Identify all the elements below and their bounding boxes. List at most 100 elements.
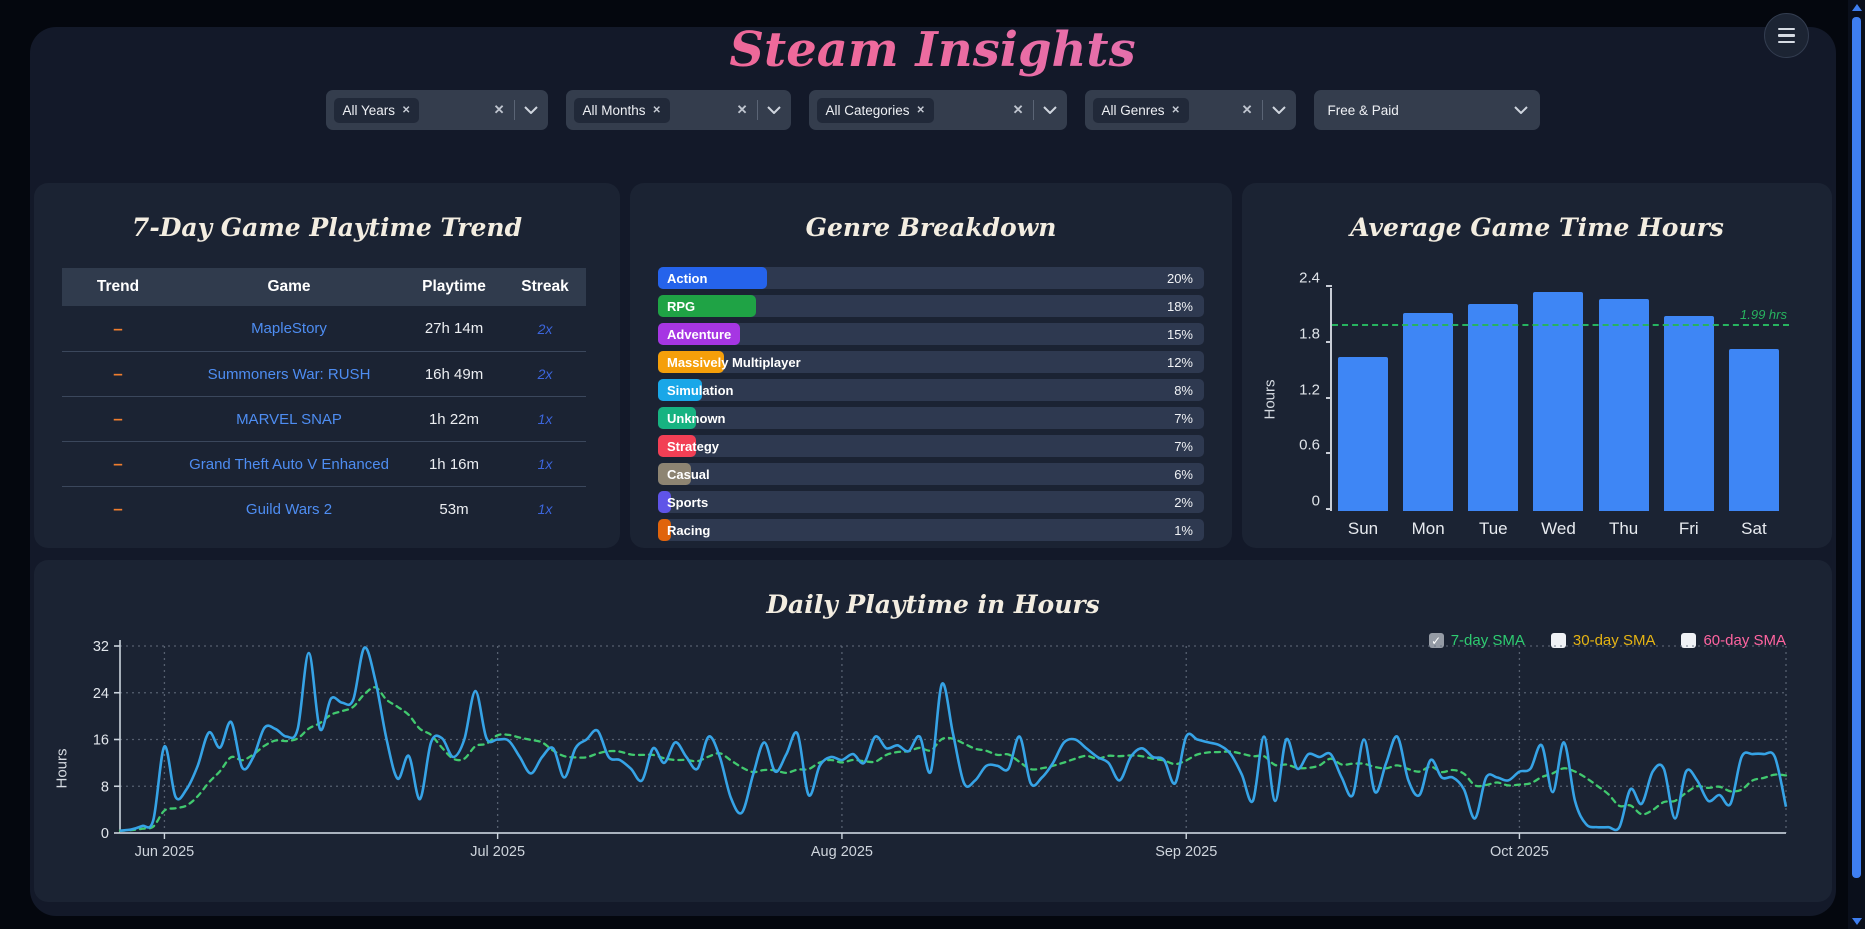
streak-value: 2x — [537, 366, 553, 382]
bar-slot-mon: Mon — [1403, 288, 1454, 538]
game-link[interactable]: Grand Theft Auto V Enhanced — [189, 455, 389, 473]
genre-bar-simulation: Simulation 8% — [658, 379, 1204, 401]
genre-label: Unknown — [667, 410, 726, 426]
divider — [513, 100, 515, 120]
y-tick-label: 2.4 — [1299, 269, 1320, 287]
scrollbar-thumb[interactable] — [1852, 17, 1861, 878]
x-tick-label: Sat — [1741, 519, 1767, 538]
y-tick-label: 0.6 — [1299, 436, 1320, 454]
column-header-playtime: Playtime — [422, 278, 486, 295]
checked-checkbox[interactable]: ✓ — [1428, 633, 1444, 648]
trend-flat-icon: – — [113, 409, 123, 428]
svg-text:Sep 2025: Sep 2025 — [1155, 844, 1217, 860]
genre-bar-fill — [658, 463, 691, 485]
genre-percent: 7% — [1174, 410, 1193, 426]
genre-percent: 12% — [1166, 354, 1193, 370]
playtime-value: 1h 16m — [428, 455, 480, 473]
legend-item-7-day-sma[interactable]: ✓ 7-day SMA — [1428, 632, 1525, 649]
genre-label: Racing — [667, 522, 711, 538]
filter-multiselect-all-genres[interactable]: All Genres ✕ ✕ — [1084, 90, 1296, 130]
legend-item-30-day-sma[interactable]: 30-day SMA — [1550, 632, 1656, 649]
avg-panel-title: Average Game Time Hours — [1350, 213, 1724, 242]
daily-line-chart: 0 8 16 24 32 Jun 2025 Jul 2025 Aug 2025 Sep 2025… — [93, 639, 1788, 860]
genre-bar-adventure: Adventure 15% — [658, 323, 1204, 345]
bar — [1728, 349, 1779, 511]
trend-flat-icon: – — [113, 318, 123, 338]
genre-bar-casual: Casual 6% — [658, 463, 1204, 485]
unchecked-checkbox[interactable] — [1681, 633, 1697, 648]
genre-bar-unknown: Unknown 7% — [658, 407, 1204, 429]
genre-label: Adventure — [667, 326, 732, 342]
avg-bar-chart: 0 0.6 1.2 1.8 2.4 Sun Mon Tue Wed Thu Fri Sat 1.99 h… — [1299, 270, 1789, 538]
chip-remove-icon[interactable]: ✕ — [916, 104, 925, 116]
genre-label: Sports — [667, 494, 709, 510]
legend-label: 7-day SMA — [1450, 632, 1525, 649]
svg-text:0: 0 — [101, 826, 109, 842]
game-link[interactable]: Summoners War: RUSH — [207, 365, 371, 383]
trend-flat-icon: – — [113, 364, 123, 383]
chip-remove-icon[interactable]: ✕ — [652, 104, 661, 116]
filter-multiselect-all-categories[interactable]: All Categories ✕ ✕ — [808, 90, 1067, 130]
trend-table-body: – MapleStory 27h 14m 2x – Summoners War: RUSH… — [62, 306, 586, 531]
divider — [1261, 100, 1263, 120]
filter-chip[interactable]: All Years ✕ — [333, 97, 420, 123]
genre-percent: 2% — [1174, 494, 1193, 510]
genre-percent: 18% — [1166, 298, 1193, 314]
filter-chip[interactable]: All Months ✕ — [573, 97, 670, 123]
column-header-streak: Streak — [521, 278, 569, 295]
game-link[interactable]: Guild Wars 2 — [245, 500, 333, 518]
filter-chip[interactable]: All Categories ✕ — [816, 97, 934, 123]
table-row: – Grand Theft Auto V Enhanced 1h 16m 1x — [62, 441, 586, 486]
daily-panel-title: Daily Playtime in Hours — [766, 590, 1100, 619]
scroll-down-arrow-icon[interactable] — [1852, 918, 1862, 925]
game-link[interactable]: MARVEL SNAP — [236, 410, 342, 428]
clear-icon[interactable]: ✕ — [1012, 102, 1024, 117]
price-filter-select[interactable]: Free & Paid — [1313, 90, 1540, 130]
clear-icon[interactable]: ✕ — [1241, 102, 1253, 117]
streak-value: 2x — [537, 320, 553, 337]
game-link[interactable]: MapleStory — [251, 320, 327, 337]
filter-chip[interactable]: All Genres ✕ — [1092, 97, 1189, 123]
table-row: – MapleStory 27h 14m 2x — [62, 306, 586, 351]
scroll-up-arrow-icon[interactable] — [1852, 4, 1862, 11]
table-row: – Guild Wars 2 53m 1x — [62, 486, 586, 531]
streak-value: 1x — [537, 456, 553, 472]
unchecked-checkbox[interactable] — [1550, 633, 1566, 648]
genre-bar-fill — [658, 295, 757, 317]
bar — [1468, 303, 1519, 511]
filter-multiselect-all-years[interactable]: All Years ✕ ✕ — [325, 90, 548, 130]
svg-text:32: 32 — [93, 639, 109, 655]
page-title: Steam Insights — [0, 22, 1865, 78]
chip-remove-icon[interactable]: ✕ — [1171, 104, 1180, 116]
genre-bar-sports: Sports 2% — [658, 491, 1204, 513]
genre-label: Casual — [667, 466, 710, 482]
bar — [1533, 291, 1584, 511]
genre-label: Simulation — [667, 382, 734, 398]
x-tick-label: Wed — [1541, 519, 1576, 538]
genre-panel: Genre Breakdown Action 20% RPG 18% Adventure… — [630, 183, 1232, 548]
svg-text:8: 8 — [101, 779, 109, 795]
average-reference-line: 1.99 hrs — [1332, 307, 1789, 327]
chevron-down-icon — [766, 106, 781, 114]
svg-text:24: 24 — [93, 686, 109, 702]
bar — [1598, 299, 1649, 511]
bars-area: Sun Mon Tue Wed Thu Fri Sat — [1338, 288, 1779, 538]
genre-bar-list: Action 20% RPG 18% Adventure 15% Massively Mul… — [658, 267, 1204, 547]
menu-button[interactable] — [1764, 13, 1809, 58]
legend-label: 30-day SMA — [1572, 632, 1656, 649]
trend-flat-icon: – — [113, 499, 123, 518]
genre-label: RPG — [667, 298, 696, 314]
scrollbar-track[interactable] — [1848, 0, 1865, 929]
genre-percent: 20% — [1166, 270, 1193, 286]
chip-remove-icon[interactable]: ✕ — [402, 104, 411, 116]
svg-text:Oct 2025: Oct 2025 — [1490, 844, 1549, 860]
filter-multiselect-all-months[interactable]: All Months ✕ ✕ — [565, 90, 791, 130]
clear-icon[interactable]: ✕ — [736, 102, 748, 117]
table-row: – Summoners War: RUSH 16h 49m 2x — [62, 351, 586, 396]
y-tick — [1326, 452, 1332, 455]
legend-item-60-day-sma[interactable]: 60-day SMA — [1681, 632, 1786, 649]
y-tick-label: 1.2 — [1299, 381, 1320, 398]
genre-bar-racing: Racing 1% — [658, 519, 1204, 541]
clear-icon[interactable]: ✕ — [493, 102, 505, 117]
